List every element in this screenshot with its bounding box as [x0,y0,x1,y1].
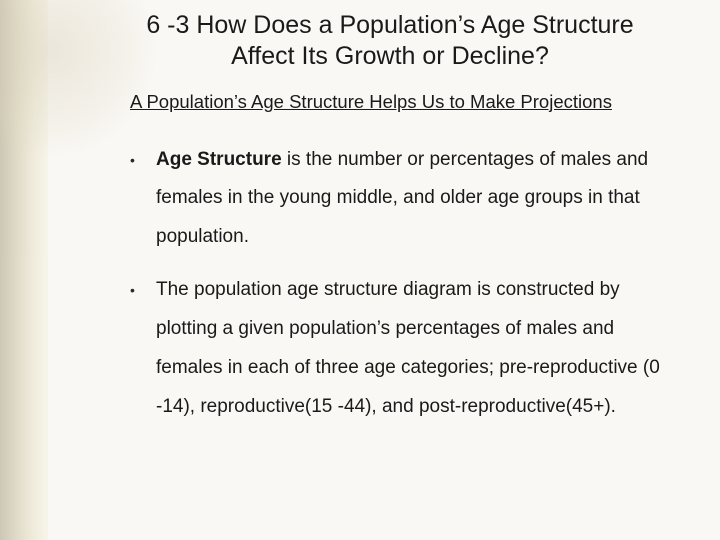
bullet-text: The population age structure diagram is … [156,279,660,417]
bullet-bold-lead: Age Structure [156,149,282,170]
bullet-list: Age Structure is the number or percentag… [100,141,680,428]
list-item: Age Structure is the number or percentag… [130,141,680,258]
slide-content: 6 -3 How Does a Population’s Age Structu… [0,0,720,540]
slide-subtitle: A Population’s Age Structure Helps Us to… [130,91,680,113]
list-item: The population age structure diagram is … [130,271,680,427]
slide-title: 6 -3 How Does a Population’s Age Structu… [100,10,680,73]
